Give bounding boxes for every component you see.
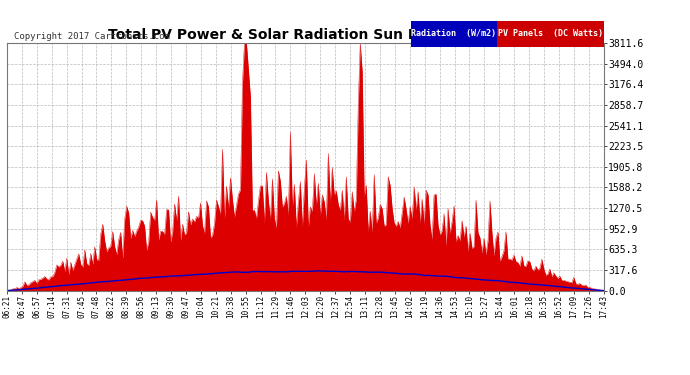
Title: Total PV Power & Solar Radiation Sun Mar 5 17:45: Total PV Power & Solar Radiation Sun Mar… <box>108 28 502 42</box>
Text: Copyright 2017 Cartronics.com: Copyright 2017 Cartronics.com <box>14 32 170 41</box>
Text: Radiation  (W/m2): Radiation (W/m2) <box>411 29 496 38</box>
Text: PV Panels  (DC Watts): PV Panels (DC Watts) <box>497 29 603 38</box>
